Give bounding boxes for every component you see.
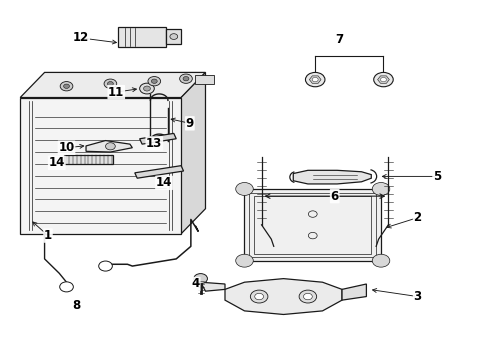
Text: 11: 11 xyxy=(108,86,124,99)
Circle shape xyxy=(371,183,389,195)
Circle shape xyxy=(143,86,150,91)
Text: 9: 9 xyxy=(185,117,194,130)
Polygon shape xyxy=(20,72,205,98)
Bar xyxy=(64,155,113,164)
Circle shape xyxy=(60,82,73,91)
Text: 12: 12 xyxy=(73,31,89,45)
Polygon shape xyxy=(341,284,366,300)
Polygon shape xyxy=(20,98,181,234)
Circle shape xyxy=(305,72,325,87)
Polygon shape xyxy=(224,279,341,315)
Circle shape xyxy=(371,254,389,267)
Circle shape xyxy=(107,82,113,86)
Circle shape xyxy=(303,293,312,300)
Text: 4: 4 xyxy=(191,278,200,291)
Circle shape xyxy=(235,183,253,195)
Text: 14: 14 xyxy=(48,156,65,169)
Circle shape xyxy=(193,274,207,284)
Polygon shape xyxy=(200,282,224,291)
Circle shape xyxy=(140,83,154,94)
Polygon shape xyxy=(140,134,176,144)
Polygon shape xyxy=(86,140,132,152)
Circle shape xyxy=(99,261,112,271)
Circle shape xyxy=(380,77,386,82)
Circle shape xyxy=(63,84,69,88)
Text: 14: 14 xyxy=(156,176,172,189)
Bar xyxy=(254,196,370,253)
Polygon shape xyxy=(293,170,370,184)
Polygon shape xyxy=(377,76,388,83)
Text: 1: 1 xyxy=(44,229,52,242)
Circle shape xyxy=(254,293,263,300)
Polygon shape xyxy=(309,76,321,83)
Text: 13: 13 xyxy=(146,137,162,150)
Circle shape xyxy=(151,79,157,84)
Bar xyxy=(244,189,380,261)
Circle shape xyxy=(299,290,316,303)
Text: 8: 8 xyxy=(72,299,80,312)
Circle shape xyxy=(312,77,318,82)
Circle shape xyxy=(183,77,188,81)
Circle shape xyxy=(179,74,192,84)
Bar xyxy=(249,193,375,257)
Text: 3: 3 xyxy=(413,290,421,303)
Bar xyxy=(194,75,214,84)
Circle shape xyxy=(235,254,253,267)
Polygon shape xyxy=(181,72,205,234)
Polygon shape xyxy=(135,166,183,178)
Circle shape xyxy=(250,290,267,303)
Circle shape xyxy=(169,34,177,40)
Text: 7: 7 xyxy=(335,33,343,46)
Text: 2: 2 xyxy=(413,211,421,224)
Bar xyxy=(166,30,181,44)
Circle shape xyxy=(105,143,115,150)
Text: 10: 10 xyxy=(58,141,75,154)
Circle shape xyxy=(60,282,73,292)
Bar xyxy=(118,27,166,47)
Circle shape xyxy=(104,79,117,88)
Circle shape xyxy=(148,77,160,86)
Text: 6: 6 xyxy=(330,190,338,203)
Text: 5: 5 xyxy=(432,170,440,183)
Circle shape xyxy=(373,72,392,87)
